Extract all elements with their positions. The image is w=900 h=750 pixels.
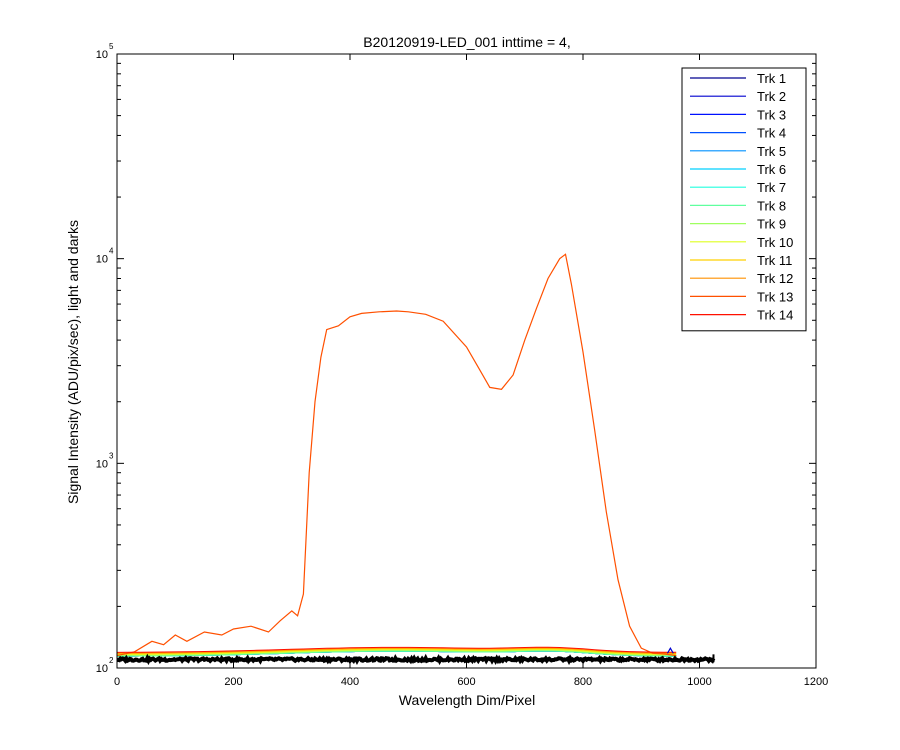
series-line-trk-12 bbox=[117, 647, 677, 654]
x-tick-label: 0 bbox=[114, 676, 120, 688]
y-tick-label-exp: 3 bbox=[109, 451, 114, 460]
x-tick-label: 400 bbox=[341, 676, 359, 688]
x-tick-label: 600 bbox=[457, 676, 475, 688]
plot-area bbox=[117, 253, 716, 666]
series-line-trk-10 bbox=[117, 649, 677, 656]
x-tick-label: 1200 bbox=[804, 676, 828, 688]
legend-label: Trk 10 bbox=[757, 235, 793, 250]
legend-label: Trk 5 bbox=[757, 144, 786, 159]
plot-series-group bbox=[117, 253, 716, 666]
legend-label: Trk 8 bbox=[757, 198, 786, 213]
x-axis-label: Wavelength Dim/Pixel bbox=[399, 692, 535, 708]
chart-title: B20120919-LED_001 inttime = 4, bbox=[363, 34, 570, 50]
legend-label: Trk 1 bbox=[757, 71, 786, 86]
legend-label: Trk 9 bbox=[757, 217, 786, 232]
series-line-trk-9 bbox=[117, 649, 677, 656]
x-tick-label: 200 bbox=[224, 676, 242, 688]
x-tick-label: 800 bbox=[574, 676, 592, 688]
legend-label: Trk 2 bbox=[757, 89, 786, 104]
y-tick-label-base: 10 bbox=[96, 458, 108, 470]
series-line-trk-13 bbox=[117, 253, 677, 657]
y-tick-label-exp: 4 bbox=[109, 247, 114, 256]
x-tick-label: 1000 bbox=[687, 676, 711, 688]
y-tick-label-base: 10 bbox=[96, 254, 108, 266]
series-line-trk-8 bbox=[117, 650, 677, 657]
series-marker-0 bbox=[666, 646, 674, 654]
legend-label: Trk 12 bbox=[757, 271, 793, 286]
legend-label: Trk 3 bbox=[757, 107, 786, 122]
dark-series-line bbox=[117, 653, 716, 666]
legend-label: Trk 13 bbox=[757, 289, 793, 304]
y-tick-label-exp: 5 bbox=[109, 42, 114, 51]
legend-label: Trk 11 bbox=[757, 253, 792, 268]
y-axis-label: Signal Intensity (ADU/pix/sec), light an… bbox=[65, 220, 81, 504]
legend: Trk 1 Trk 2 Trk 3 Trk 4 Trk 5 Trk 6 Trk 7 Trk 8… bbox=[681, 67, 807, 332]
legend-label: Trk 6 bbox=[757, 162, 786, 177]
legend-label: Trk 4 bbox=[757, 126, 786, 141]
legend-box bbox=[681, 67, 807, 332]
y-tick-label-base: 10 bbox=[96, 663, 108, 675]
series-line-trk-11 bbox=[117, 648, 677, 655]
legend-label: Trk 7 bbox=[757, 180, 786, 195]
y-tick-label-exp: 2 bbox=[109, 656, 114, 665]
legend-label: Trk 14 bbox=[757, 308, 793, 323]
series-line-trk-14 bbox=[117, 646, 677, 653]
y-tick-label-base: 10 bbox=[96, 49, 108, 61]
